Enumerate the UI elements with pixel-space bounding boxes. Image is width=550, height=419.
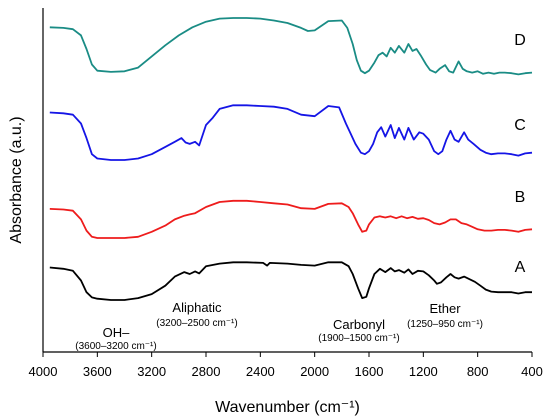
- annotation-range: (1900–1500 cm⁻¹): [318, 333, 399, 344]
- x-tick-label: 2000: [300, 364, 329, 379]
- series-line-c: [49, 104, 533, 161]
- annotation-name: Aliphatic: [172, 300, 222, 315]
- x-tick-label: 3600: [83, 364, 112, 379]
- annotation-range: (1250–950 cm⁻¹): [407, 319, 483, 330]
- annotation-range: (3600–3200 cm⁻¹): [75, 341, 156, 352]
- annotation-range: (3200–2500 cm⁻¹): [156, 318, 237, 329]
- annotation-name: Ether: [429, 301, 461, 316]
- y-axis-title: Absorbance (a.u.): [8, 116, 25, 243]
- x-tick-label: 1600: [355, 364, 384, 379]
- series-line-b: [49, 199, 533, 239]
- x-tick-label: 4000: [29, 364, 58, 379]
- series-label-d: D: [514, 32, 526, 49]
- x-tick-label: 1200: [409, 364, 438, 379]
- x-tick-label: 800: [467, 364, 489, 379]
- series-line-a: [49, 261, 532, 301]
- series-curves: [49, 17, 533, 301]
- x-axis-title: Wavenumber (cm⁻¹): [215, 399, 360, 416]
- series-label-c: C: [514, 117, 526, 134]
- band-annotations: OH–(3600–3200 cm⁻¹) Aliphatic (3200–2500 c…: [75, 300, 483, 352]
- series-label-b: B: [515, 189, 526, 206]
- x-tick-label: 2800: [192, 364, 221, 379]
- series-line-d: [49, 17, 533, 76]
- x-axis-ticks: 4000 3600 3200 2800 2400 2000 1600 1200 800 400: [29, 352, 543, 379]
- series-label-a: A: [515, 259, 526, 276]
- x-tick-label: 3200: [137, 364, 166, 379]
- series-labels: A B C D: [514, 32, 526, 276]
- x-tick-label: 2400: [246, 364, 275, 379]
- annotation-name: OH–: [103, 325, 131, 340]
- x-tick-label: 400: [521, 364, 543, 379]
- annotation-name: Carbonyl: [333, 317, 385, 332]
